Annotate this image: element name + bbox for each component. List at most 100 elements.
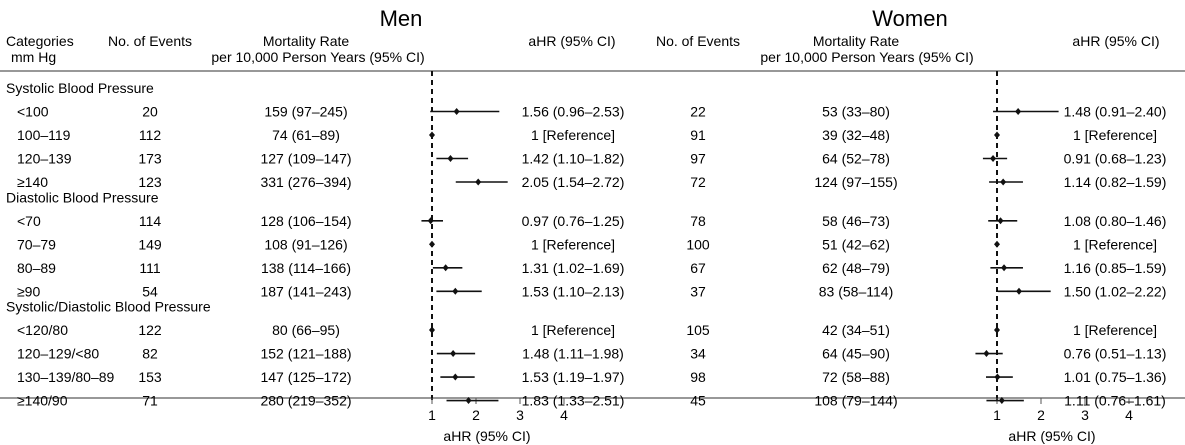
men-events-value: 20 [142,104,158,120]
row-category-label: <100 [17,104,49,120]
women-ahr-value: 1.08 (0.80–1.46) [1064,213,1167,229]
row-category-label: ≥90 [17,283,40,299]
men-events-value: 173 [138,151,162,167]
group-label: Systolic Blood Pressure [6,80,154,96]
men-events-value: 114 [139,213,162,229]
men-events-value: 82 [142,346,158,362]
men-events-value: 54 [142,283,158,299]
men-ahr-value: 1.53 (1.10–2.13) [522,283,625,299]
women-point-estimate [994,131,1000,139]
group-label: Systolic/Diastolic Blood Pressure [6,299,211,315]
men-point-estimate [429,240,435,248]
men-events-header: No. of Events [108,33,192,49]
men-mortality-rate-value: 127 (109–147) [260,151,351,167]
women-tick-label: 1 [993,407,1001,423]
men-ahr-value: 2.05 (1.54–2.72) [522,174,625,190]
women-tick-label: 3 [1081,407,1089,423]
men-point-estimate [453,108,460,115]
women-point-estimate [1000,178,1007,186]
women-events-value: 37 [690,283,706,299]
men-mortality-rate-value: 152 (121–188) [260,346,351,362]
men-point-estimate [465,397,472,405]
men-point-estimate [429,131,435,139]
men-point-estimate [452,287,459,295]
women-events-value: 22 [690,104,706,120]
row-category-label: 80–89 [17,260,56,276]
women-ahr-value: 1.50 (1.02–2.22) [1064,283,1167,299]
women-events-value: 97 [690,151,706,167]
row-category-label: 100–119 [17,127,71,143]
women-ahr-value: 1.16 (0.85–1.59) [1064,260,1167,276]
men-tick-label: 4 [560,407,568,423]
men-mortality-rate-value: 128 (106–154) [260,213,351,229]
row-category-label: ≥140 [17,174,48,190]
category-header-line2: mm Hg [11,49,56,65]
men-events-value: 149 [138,236,162,252]
women-events-value: 72 [690,174,706,190]
row-category-label: <70 [17,213,41,229]
row-category-label: 120–139 [17,151,72,167]
women-rate-header-line2: per 10,000 Person Years (95% CI) [760,49,973,65]
women-events-header: No. of Events [656,33,740,49]
women-mortality-rate-value: 124 (97–155) [814,174,897,190]
group-label: Diastolic Blood Pressure [6,189,159,205]
men-point-estimate [429,326,435,334]
women-mortality-rate-value: 53 (33–80) [822,104,890,120]
women-events-value: 67 [690,260,706,276]
men-ahr-value: 1 [Reference] [531,127,615,143]
women-ahr-value: 1 [Reference] [1073,127,1157,143]
men-point-estimate [475,178,482,186]
women-mortality-rate-value: 108 (79–144) [814,393,897,409]
women-events-value: 45 [690,393,706,409]
women-point-estimate [1015,108,1022,115]
women-events-value: 100 [686,236,710,252]
men-ahr-value: 0.97 (0.76–1.25) [522,213,625,229]
women-point-estimate [994,240,1000,248]
women-point-estimate [1016,287,1022,295]
men-axis-label: aHR (95% CI) [443,428,530,444]
women-mortality-rate-value: 58 (46–73) [822,213,890,229]
men-mortality-rate-value: 108 (91–126) [264,236,347,252]
women-events-value: 98 [690,369,706,385]
row-category-label: 120–129/<80 [17,346,99,362]
women-ahr-value: 1.14 (0.82–1.59) [1064,174,1167,190]
women-point-estimate [998,397,1005,405]
women-events-value: 91 [690,127,706,143]
men-mortality-rate-value: 74 (61–89) [272,127,340,143]
women-ahr-value: 1.11 (0.76–1.61) [1064,393,1166,409]
men-events-value: 123 [138,174,162,190]
women-title: Women [872,6,947,31]
men-axis: aHR (95% CI) 1 2 3 4 [428,398,568,444]
women-ahr-value: 0.91 (0.68–1.23) [1064,151,1167,167]
men-mortality-rate-value: 80 (66–95) [272,322,340,338]
men-events-value: 71 [142,393,158,409]
men-mortality-rate-value: 147 (125–172) [260,369,351,385]
men-rate-header-line2: per 10,000 Person Years (95% CI) [211,49,424,65]
women-tick-label: 4 [1125,407,1133,423]
men-mortality-rate-value: 159 (97–245) [264,104,347,120]
men-tick-label: 2 [472,407,480,423]
women-ahr-value: 0.76 (0.51–1.13) [1064,346,1167,362]
men-ahr-header: aHR (95% CI) [528,33,615,49]
men-point-estimate [450,350,457,358]
women-tick-label: 2 [1037,407,1045,423]
women-mortality-rate-value: 64 (45–90) [822,346,890,362]
men-ahr-value: 1.53 (1.19–1.97) [522,369,625,385]
men-ahr-value: 1.83 (1.33–2.51) [522,393,625,409]
category-header-line1: Categories [6,33,74,49]
men-ahr-value: 1 [Reference] [531,322,615,338]
men-tick-label: 3 [516,407,524,423]
men-mortality-rate-value: 187 (141–243) [260,283,351,299]
men-ahr-value: 1.48 (1.11–1.98) [522,346,624,362]
table-body: Systolic Blood Pressure <100 20 159 (97–245… [6,80,1166,409]
women-point-estimate [990,155,997,162]
men-events-value: 112 [139,127,162,143]
women-ahr-value: 1.01 (0.75–1.36) [1064,369,1167,385]
men-events-value: 122 [138,322,162,338]
men-ahr-value: 1.31 (1.02–1.69) [522,260,625,276]
men-ahr-value: 1 [Reference] [531,236,615,252]
men-point-estimate [452,373,459,381]
women-mortality-rate-value: 62 (48–79) [822,260,890,276]
men-events-value: 111 [139,260,160,276]
